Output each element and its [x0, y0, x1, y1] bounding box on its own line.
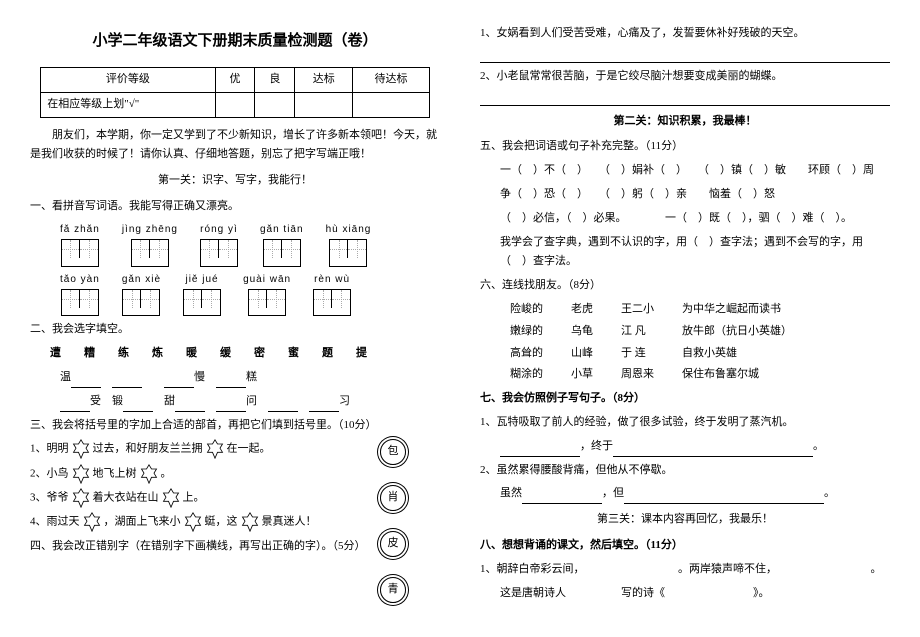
q2: 二、我会选字填空。 — [30, 320, 440, 340]
r2: 2、小老鼠常常很苦脑，于是它绞尽脑汁想要变成美丽的蝴蝶。 — [480, 67, 890, 87]
circle-qing: 青 — [380, 577, 406, 603]
q3: 三、我会将括号里的字加上合适的部首，再把它们填到括号里。（10分） — [30, 416, 440, 436]
star-icon — [71, 439, 91, 459]
circle-pi: 皮 — [380, 531, 406, 557]
q1: 一、看拼音写词语。我能写得正确又漂亮。 — [30, 197, 440, 217]
pinyin-row1: fǎ zhǎn jìng zhēng róng yì gǎn tiān hù x… — [60, 221, 440, 267]
pinyin-row2: tǎo yàn gǎn xiè jiě jué guài wān rèn wù — [60, 271, 440, 317]
pass2: 第二关：知识积累，我最棒！ — [480, 112, 890, 132]
q6: 六、连线找朋友。（8分） — [480, 276, 890, 296]
q8: 八、想想背诵的课文，然后填空。（11分） — [480, 536, 890, 556]
r1: 1、女娲看到人们受苦受难，心痛及了，发誓要休补好残破的天空。 — [480, 24, 890, 44]
pass3: 第三关：课本内容再回忆，我最乐！ — [480, 510, 890, 530]
circle-bao: 包 — [380, 439, 406, 465]
circle-xiao: 肖 — [380, 485, 406, 511]
q7: 七、我会仿照例子写句子。（8分） — [480, 389, 890, 409]
char-choices: 遭 糟 练 炼 暖 缓 密 蜜 题 提 — [50, 344, 440, 364]
title: 小学二年级语文下册期末质量检测题（卷） — [30, 28, 440, 55]
match-cols: 险峻的嫩绿的高耸的糊涂的 老虎乌龟山峰小草 王二小江 凡于 连周恩来 为中华之崛… — [510, 300, 890, 385]
q5: 五、我会把词语或句子补充完整。（11分） — [480, 137, 890, 157]
grade-table: 评价等级优良达标待达标 在相应等级上划"√" — [40, 67, 430, 118]
intro: 朋友们，本学期，你一定又学到了不少新知识，增长了许多新本领吧！今天，就是我们收获… — [30, 126, 440, 166]
pass1: 第一关：识字、写字，我能行！ — [30, 171, 440, 191]
